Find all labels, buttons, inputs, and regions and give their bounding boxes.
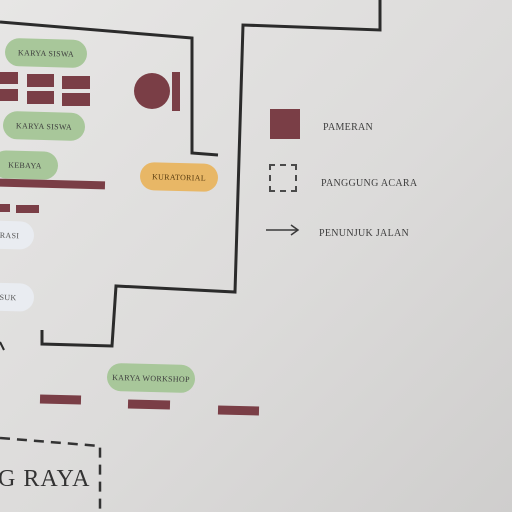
legend-penunjuk-label: PENUNJUK JALAN xyxy=(319,228,410,239)
exhibit-block xyxy=(16,205,39,213)
road-dashed-outline xyxy=(0,436,102,512)
zone-masuk-label: ASUK xyxy=(0,292,17,302)
zone-karya-workshop[interactable]: KARYA WORKSHOP xyxy=(106,362,196,394)
legend-pameran-label: PAMERAN xyxy=(323,122,374,133)
wall-left-room xyxy=(0,20,219,157)
exhibit-block xyxy=(27,74,54,87)
exhibit-bar xyxy=(217,405,260,416)
zone-karya-workshop-label: KARYA WORKSHOP xyxy=(112,372,190,384)
zone-kuratorial-label: KURATORIAL xyxy=(151,171,207,183)
exhibit-bar xyxy=(127,399,171,410)
zone-karya-siswa-1-label: KARYA SISWA xyxy=(17,47,75,59)
zone-kuratorial[interactable]: KURATORIAL xyxy=(139,161,219,193)
exhibit-block xyxy=(0,72,18,84)
road-label: G RAYA xyxy=(0,466,91,492)
exhibit-block xyxy=(62,76,90,89)
edge-marker xyxy=(0,341,5,351)
zone-karya-siswa-2-label: KARYA SISWA xyxy=(15,120,73,132)
zone-kebaya[interactable]: KEBAYA xyxy=(0,150,59,180)
exhibit-bar xyxy=(39,394,82,405)
round-exhibit xyxy=(134,73,170,109)
exhibit-block xyxy=(27,91,54,104)
legend-panggung-label: PANGGUNG ACARA xyxy=(321,178,418,189)
exhibit-block xyxy=(62,93,90,106)
wall-corridor xyxy=(40,0,382,348)
exhibit-block xyxy=(0,204,10,212)
zone-masuk[interactable]: ASUK xyxy=(0,282,35,312)
zone-registrasi-label: TRASI xyxy=(0,230,20,240)
zone-kebaya-label: KEBAYA xyxy=(8,160,42,170)
legend-panggung-swatch xyxy=(269,164,297,192)
exhibit-panel xyxy=(172,72,180,111)
zone-karya-siswa-2[interactable]: KARYA SISWA xyxy=(2,110,86,142)
exhibit-block xyxy=(0,89,18,101)
arrow-right-icon xyxy=(266,224,300,236)
zone-registrasi[interactable]: TRASI xyxy=(0,220,35,250)
legend-pameran-swatch xyxy=(270,109,300,139)
zone-karya-siswa-1[interactable]: KARYA SISWA xyxy=(4,37,88,69)
